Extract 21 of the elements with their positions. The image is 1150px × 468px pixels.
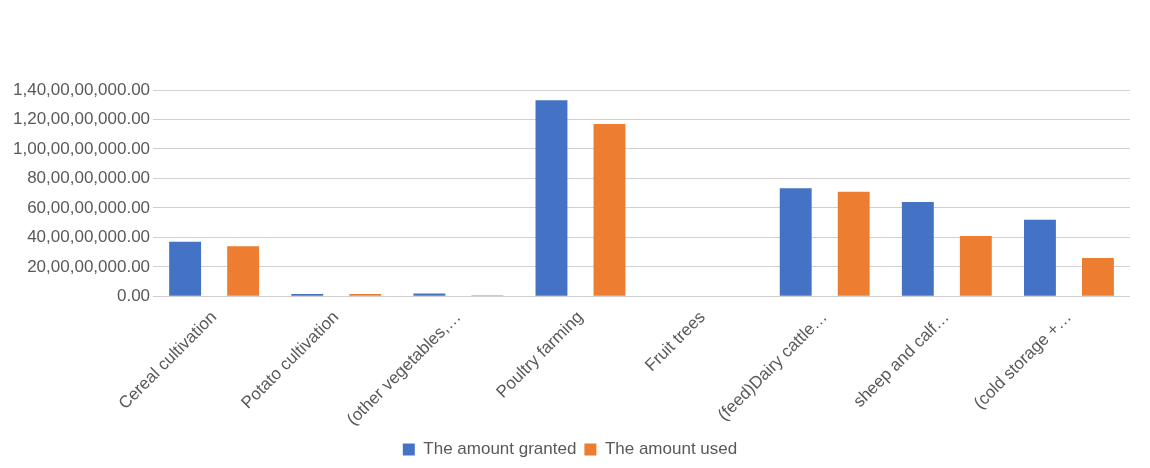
y-tick-label: 1,20,00,00,000.00	[12, 109, 151, 129]
bar	[901, 202, 934, 296]
y-tick-label: 60,00,00,000.00	[27, 197, 151, 217]
y-tick-label: 1,40,00,00,000.00	[12, 79, 151, 99]
y-tick-label: 1,00,00,00,000.00	[12, 138, 151, 158]
bar	[837, 191, 870, 296]
bar	[535, 100, 568, 296]
bar	[959, 235, 992, 296]
bar	[779, 188, 812, 296]
legend-label: The amount granted	[423, 439, 577, 459]
bar	[1023, 219, 1056, 296]
bar	[227, 246, 260, 296]
bar	[1081, 258, 1114, 296]
y-tick-label: 0.00	[116, 286, 151, 306]
legend-label: The amount used	[604, 439, 738, 459]
bar	[593, 123, 626, 296]
bar	[413, 293, 446, 296]
y-tick-label: 80,00,00,000.00	[27, 168, 151, 188]
bar	[169, 241, 202, 296]
y-tick-label: 20,00,00,000.00	[27, 256, 151, 276]
y-tick-label: 40,00,00,000.00	[27, 227, 151, 247]
